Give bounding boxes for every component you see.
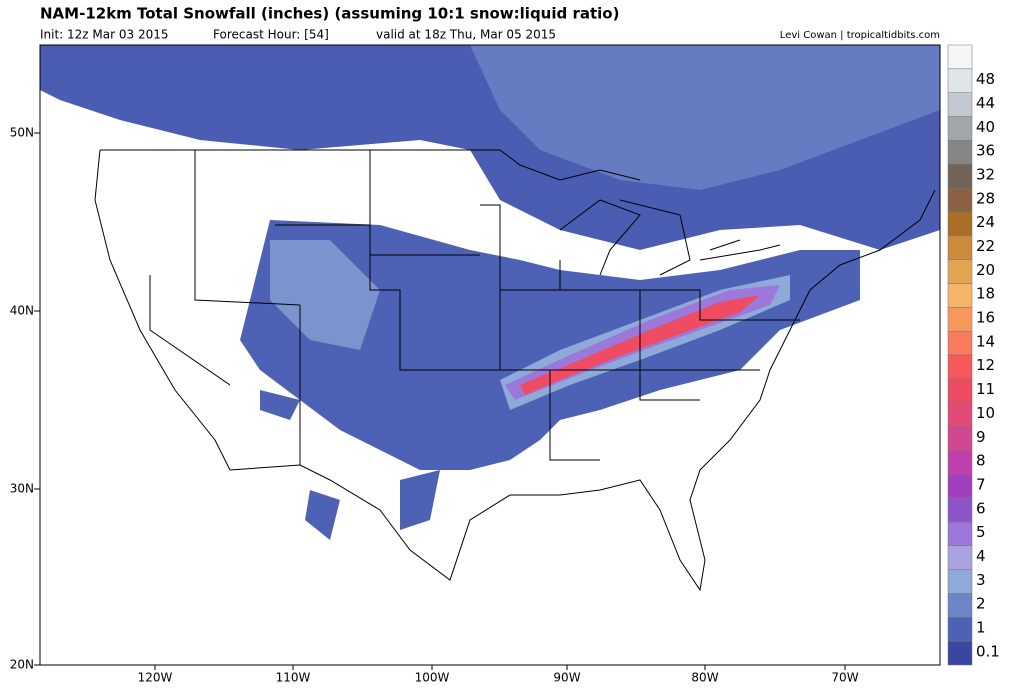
colorbar-label: 48	[976, 70, 995, 88]
colorbar-label: 44	[976, 94, 995, 112]
lat-label: 50N	[10, 126, 34, 140]
colorbar-box	[947, 545, 973, 570]
credit: Levi Cowan | tropicaltidbits.com	[780, 30, 940, 41]
colorbar-box	[947, 450, 973, 475]
colorbar-label: 18	[976, 285, 995, 303]
colorbar-label: 11	[976, 380, 995, 398]
colorbar-box	[947, 140, 973, 165]
lat-label: 20N	[10, 658, 34, 672]
colorbar-label: 12	[976, 356, 995, 374]
colorbar-label: 7	[976, 475, 986, 493]
colorbar-box	[947, 163, 973, 189]
colorbar-label: 22	[976, 237, 995, 255]
colorbar-label: 2	[976, 595, 986, 613]
colorbar-label: 14	[976, 332, 995, 350]
forecast-hour: Forecast Hour: [54]	[213, 28, 329, 42]
colorbar-box	[947, 402, 973, 427]
colorbar-label: 40	[976, 118, 995, 136]
colorbar-label: 16	[976, 309, 995, 327]
colorbar-box	[947, 330, 973, 356]
colorbar-box	[947, 426, 973, 451]
lon-label: 90W	[553, 671, 580, 685]
colorbar-label: 10	[976, 404, 995, 422]
lon-label: 100W	[415, 671, 450, 685]
valid-time: valid at 18z Thu, Mar 05 2015	[376, 28, 556, 42]
colorbar-label: 3	[976, 571, 986, 589]
colorbar-box	[947, 521, 973, 547]
colorbar-box	[947, 617, 973, 642]
colorbar-box	[947, 307, 973, 332]
colorbar-label: 5	[976, 523, 986, 541]
colorbar: 0.11234567891011121416182022242832364044…	[947, 44, 1000, 666]
colorbar-label: 28	[976, 189, 995, 207]
colorbar-box	[947, 187, 973, 213]
colorbar-label: 20	[976, 261, 995, 279]
colorbar-label: 4	[976, 547, 986, 565]
colorbar-label: 32	[976, 165, 995, 183]
colorbar-box	[947, 283, 973, 308]
lon-label: 110W	[276, 671, 311, 685]
colorbar-box	[947, 354, 973, 380]
colorbar-label: 6	[976, 499, 986, 517]
lat-label: 40N	[10, 304, 34, 318]
colorbar-cap	[947, 44, 973, 70]
lon-label: 120W	[138, 671, 173, 685]
colorbar-box	[947, 68, 973, 93]
lon-label: 80W	[691, 671, 718, 685]
map-frame	[39, 44, 941, 666]
colorbar-box	[947, 235, 973, 260]
colorbar-label: 8	[976, 452, 986, 470]
colorbar-label: 9	[976, 428, 986, 446]
lon-label: 70W	[831, 671, 858, 685]
colorbar-box	[947, 259, 973, 284]
init: Init: 12z Mar 03 2015	[40, 28, 169, 42]
colorbar-label: 1	[976, 619, 986, 637]
lat-label: 30N	[10, 482, 34, 496]
colorbar-box	[947, 116, 973, 141]
colorbar-box	[947, 497, 973, 523]
colorbar-label: 36	[976, 142, 995, 160]
colorbar-label: 24	[976, 213, 995, 231]
colorbar-box	[947, 92, 973, 117]
axes: 50N 40N 30N 20N 120W 110W 100W 90W 80W 70W	[10, 126, 859, 685]
colorbar-box	[947, 378, 973, 403]
colorbar-box	[947, 640, 973, 666]
title: NAM-12km Total Snowfall (inches) (assumi…	[40, 5, 619, 23]
colorbar-box	[947, 569, 973, 594]
map	[40, 45, 940, 665]
colorbar-box	[947, 473, 973, 499]
colorbar-box	[947, 593, 973, 618]
colorbar-label: 0.1	[976, 642, 1000, 660]
colorbar-box	[947, 211, 973, 237]
